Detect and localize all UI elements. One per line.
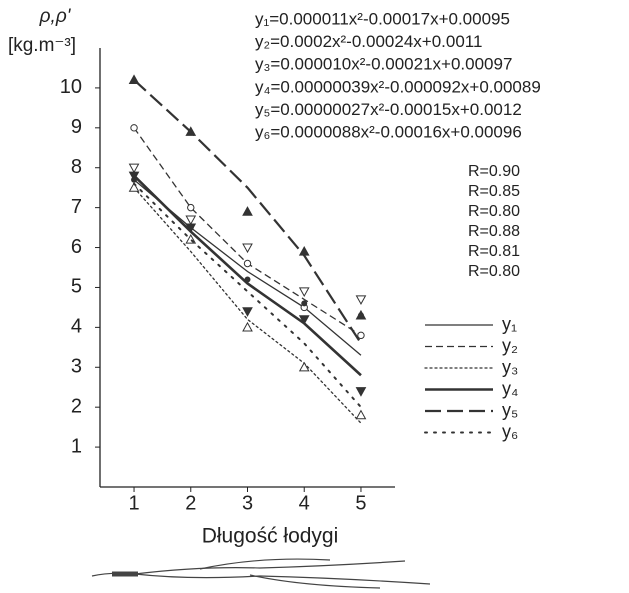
series-line: [133, 187, 362, 424]
data-point: [128, 74, 140, 85]
y-tick-label: 1: [71, 435, 82, 457]
x-tick-label: 4: [299, 492, 310, 514]
r-value: R=0.80: [468, 263, 520, 280]
x-tick-label: 3: [242, 492, 253, 514]
data-point: [355, 409, 367, 420]
r-value: R=0.81: [468, 243, 520, 260]
legend-label: y₄: [502, 378, 518, 398]
y-axis-unit: [kg.m⁻³]: [8, 35, 76, 56]
data-point: [298, 361, 310, 372]
y-tick-label: 3: [71, 356, 82, 378]
equation: y₂=0.0002x²-0.00024x+0.0011: [255, 32, 482, 51]
data-point: [301, 300, 308, 307]
y-tick-label: 10: [60, 76, 82, 98]
r-value: R=0.80: [468, 203, 520, 220]
data-point: [355, 295, 367, 305]
x-tick-label: 2: [185, 492, 196, 514]
y-tick-label: 8: [71, 156, 82, 178]
data-point: [128, 182, 140, 192]
data-point: [128, 171, 140, 182]
data-point: [185, 215, 197, 226]
data-point: [187, 224, 194, 231]
y-tick-label: 5: [71, 276, 82, 298]
data-point: [298, 287, 310, 297]
x-tick-label: 5: [355, 492, 366, 514]
y-tick-label: 6: [71, 236, 82, 258]
legend-label: y₃: [502, 357, 518, 377]
data-point: [131, 176, 138, 183]
data-point: [298, 315, 310, 325]
series-line: [133, 127, 362, 336]
data-point: [242, 206, 253, 216]
r-value: R=0.85: [468, 183, 520, 200]
equation: y₃=0.000010x²-0.00021x+0.00097: [255, 55, 512, 74]
equation: y₆=0.0000088x²-0.00016x+0.00096: [255, 122, 522, 141]
equation: y₄=0.00000039x²-0.000092x+0.00089: [255, 77, 541, 96]
legend-label: y₆: [502, 421, 518, 441]
data-point: [185, 126, 197, 136]
data-point: [355, 387, 367, 397]
data-point: [130, 124, 138, 132]
series-line: [133, 174, 362, 377]
x-tick-label: 1: [128, 492, 139, 514]
data-point: [128, 163, 140, 174]
data-point: [187, 203, 195, 212]
stem-drawing: [91, 558, 431, 589]
y-tick-label: 4: [71, 316, 82, 338]
legend-label: y₂: [502, 335, 518, 355]
equation: y₅=0.00000027x²-0.00015x+0.0012: [255, 100, 522, 119]
r-value: R=0.88: [468, 223, 520, 240]
data-point: [357, 312, 364, 319]
y-tick-label: 9: [71, 116, 82, 138]
data-point: [242, 321, 253, 332]
y-tick-label: 7: [71, 196, 82, 218]
data-point: [242, 243, 253, 254]
equation: y₁=0.000011x²-0.00017x+0.00095: [255, 9, 510, 28]
legend-label: y₁: [502, 314, 517, 334]
series-line: [133, 79, 362, 344]
data-point: [244, 276, 251, 283]
r-value: R=0.90: [468, 163, 520, 180]
y-axis-label: ρ,ρ': [39, 6, 72, 27]
series-line: [133, 182, 362, 409]
legend-label: y₅: [502, 400, 518, 420]
x-axis-label: Długość łodygi: [202, 525, 339, 548]
data-point: [298, 246, 310, 256]
data-point: [242, 307, 253, 317]
y-tick-label: 2: [71, 395, 82, 417]
data-point: [243, 259, 252, 268]
data-point: [357, 331, 365, 340]
